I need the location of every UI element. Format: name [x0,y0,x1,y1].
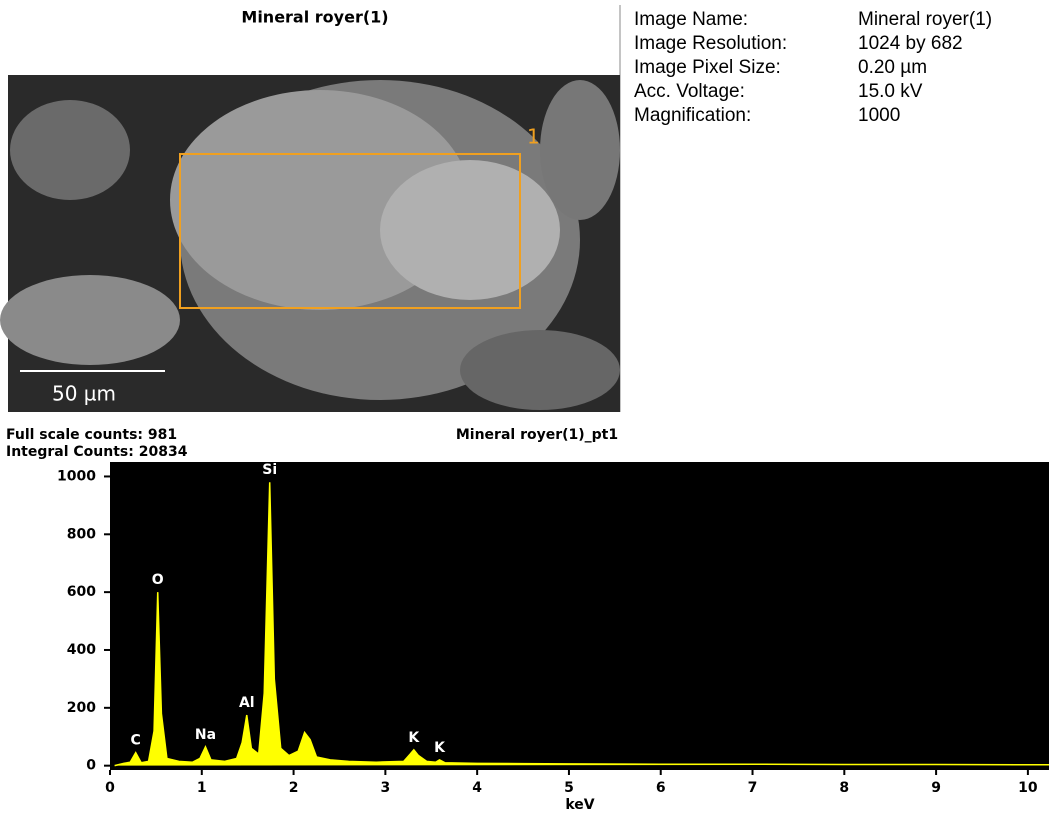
info-value: Mineral royer(1) [858,9,992,30]
x-tick-label: 2 [289,780,299,796]
y-tick-label: 0 [86,758,96,774]
scale-bar-label: 50 µm [52,382,116,406]
subtitle: Integral Counts: 20834 [6,444,188,460]
peak-label: K [434,740,446,756]
subtitle: Full scale counts: 981 [6,427,177,443]
peak-label: Al [239,695,255,711]
x-tick-label: 3 [380,780,390,796]
x-axis-label: keV [565,797,594,813]
y-tick-label: 600 [67,584,96,600]
plot-background [110,462,1049,770]
info-value: 15.0 kV [858,81,923,102]
x-tick-label: 10 [1018,780,1038,796]
info-table: Image Name: Mineral royer(1) Image Resolut… [634,9,992,126]
info-value: 0.20 µm [858,57,927,78]
plot: 0 200 400 600 800 1000 0 1 2 3 4 5 6 7 8 9 10 C O Na Al Si KK [57,462,1049,796]
x-tick-label: 6 [656,780,666,796]
info-value: 1000 [858,105,900,126]
roi-label: 1 [527,125,540,149]
info-label: Acc. Voltage: [634,81,745,102]
peak-label: Na [195,727,216,743]
x-tick-label: 0 [105,780,115,796]
x-tick-label: 5 [564,780,574,796]
peak-label: Si [262,462,277,478]
x-tick-label: 8 [839,780,849,796]
page: Mineral royer(1) 1 50 µm Image Name: Mine… [0,0,1049,818]
info-label: Magnification: [634,105,751,126]
y-tick-label: 200 [67,700,96,716]
y-tick-label: 1000 [57,468,96,484]
x-tick-label: 7 [748,780,758,796]
info-value: 1024 by 682 [858,33,963,54]
chart-title: Mineral royer(1)_pt1 [456,427,618,443]
info-label: Image Name: [634,9,748,30]
peak-label: O [152,572,164,588]
x-tick-label: 4 [472,780,482,796]
x-tick-label: 9 [931,780,941,796]
y-tick-label: 400 [67,642,96,658]
sem-image: 1 50 µm [0,75,620,412]
image-title: Mineral royer(1) [241,8,388,27]
peak-label: C [131,733,141,749]
peak-label: K [408,730,420,746]
y-tick-label: 800 [67,526,96,542]
info-label: Image Resolution: [634,33,787,54]
x-tick-label: 1 [197,780,207,796]
info-label: Image Pixel Size: [634,57,781,78]
